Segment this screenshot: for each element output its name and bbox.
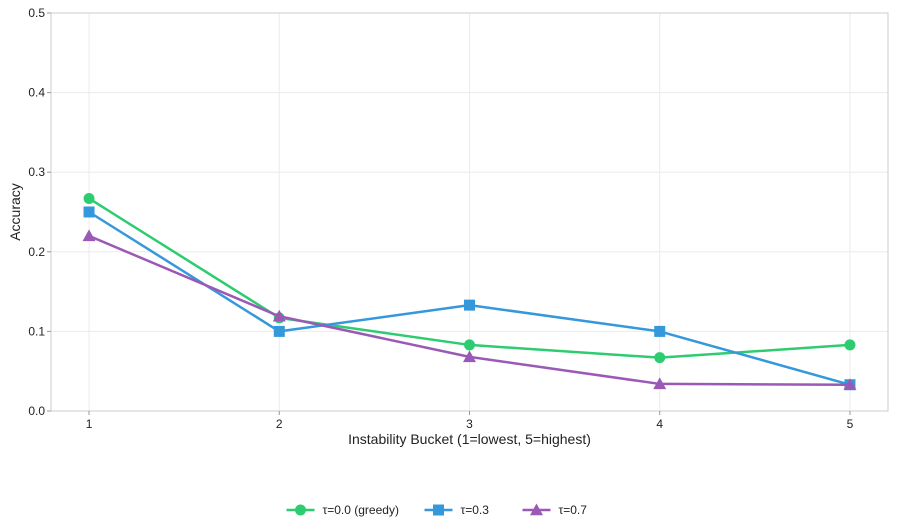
legend-swatch-marker	[433, 504, 444, 516]
data-point-square	[273, 325, 285, 337]
x-tick-label: 5	[847, 417, 854, 431]
data-point-circle	[654, 352, 666, 364]
data-point-circle	[844, 339, 856, 351]
data-point-triangle	[272, 309, 286, 322]
legend-swatch-marker	[295, 504, 306, 516]
data-point-square	[83, 206, 95, 218]
data-point-square	[464, 299, 475, 311]
data-point-triangle	[843, 378, 857, 390]
legend: τ=0.0 (greedy) τ=0.3 τ=0.7	[286, 503, 588, 517]
y-tick-label: 0.1	[28, 324, 45, 338]
series-3	[82, 229, 857, 390]
axis-ticks: 0.0 0.1 0.2 0.3 0.4 0.5 1 2 3 4 5	[28, 6, 853, 431]
x-tick-label: 1	[86, 417, 93, 431]
y-tick-label: 0.5	[28, 6, 45, 20]
legend-item: τ=0.0 (greedy)	[286, 503, 399, 517]
legend-label: τ=0.0 (greedy)	[323, 503, 399, 517]
data-point-triangle	[82, 229, 96, 242]
y-tick-label: 0.0	[28, 404, 45, 418]
data-point-circle	[464, 339, 475, 351]
x-axis-title: Instability Bucket (1=lowest, 5=highest)	[348, 431, 591, 447]
series-group	[82, 192, 857, 391]
y-tick-label: 0.4	[28, 86, 45, 100]
legend-swatch-marker	[530, 503, 543, 516]
data-point-triangle	[463, 350, 476, 363]
x-tick-label: 4	[656, 417, 663, 431]
x-tick-label: 2	[276, 417, 283, 431]
x-tick-label: 3	[466, 417, 473, 431]
data-point-circle	[83, 192, 95, 204]
legend-item: τ=0.3	[424, 503, 490, 517]
legend-item: τ=0.7	[522, 503, 588, 517]
data-point-triangle	[653, 377, 667, 390]
y-axis-title: Accuracy	[7, 183, 23, 241]
y-tick-label: 0.3	[28, 165, 45, 179]
data-point-square	[654, 325, 666, 337]
legend-label: τ=0.7	[559, 503, 588, 517]
legend-label: τ=0.3	[461, 503, 490, 517]
y-tick-label: 0.2	[28, 245, 45, 259]
